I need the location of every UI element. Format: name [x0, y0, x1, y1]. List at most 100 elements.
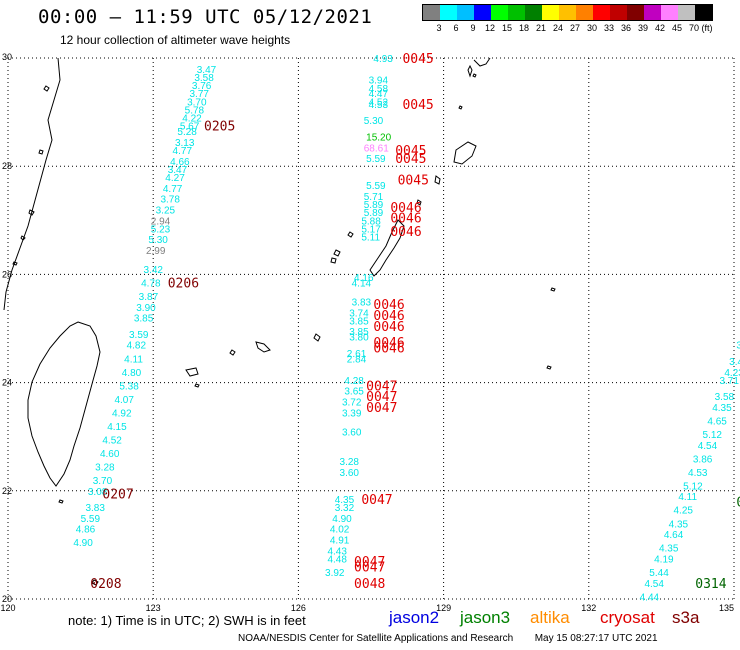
- wave-height-value: 4.77: [163, 184, 183, 195]
- pass-time-labels: 0045004500450045004500460046004600460046…: [90, 52, 740, 592]
- wave-height-value: 3.70: [93, 476, 113, 487]
- okinawa-coast: [369, 219, 405, 277]
- legend-swatch: [474, 5, 491, 20]
- wave-height-value: 4.25: [674, 506, 694, 517]
- lon-tick-label: 120: [0, 603, 15, 613]
- wave-height-value: 4.52: [369, 97, 389, 108]
- wave-height-value: 4.53: [688, 468, 708, 479]
- legend-swatch: [644, 5, 661, 20]
- wave-height-value: 4.53: [369, 100, 389, 111]
- wave-height-value: 4.90: [332, 514, 352, 525]
- wave-height-value: 4.35: [669, 519, 689, 530]
- legend-label: 15: [501, 23, 513, 33]
- wave-height-value: 4.35: [659, 544, 679, 555]
- wave-height-value: 3.49: [729, 357, 740, 368]
- wave-height-value: 5.59: [81, 514, 101, 525]
- pass-time-label: 0047: [361, 493, 392, 508]
- map-subtitle: 12 hour collection of altimeter wave hei…: [60, 33, 291, 47]
- wave-height-value: 5.38: [119, 381, 139, 392]
- legend-label: 70: [688, 23, 700, 33]
- pass-time-label: 0046: [373, 320, 404, 335]
- wave-height-value: 5.59: [366, 154, 386, 165]
- wave-height-value: 4.54: [644, 579, 664, 590]
- wave-height-value: 4.35: [335, 495, 355, 506]
- legend-swatch: [695, 5, 712, 20]
- wave-height-value: 5.30: [364, 116, 384, 127]
- legend-swatch: [423, 5, 440, 20]
- pass-time-label: 0207: [102, 488, 133, 503]
- wave-height-value: 5.23: [151, 224, 171, 235]
- wave-height-value: 3.72: [342, 398, 362, 409]
- ishigaki-island: [255, 341, 271, 353]
- wave-height-value: 5.89: [364, 200, 384, 211]
- wave-height-value: 4.35: [712, 403, 732, 414]
- lon-tick-label: 126: [291, 603, 306, 613]
- wave-height-value: 4.19: [654, 554, 674, 565]
- legend-swatch: [559, 5, 576, 20]
- wave-height-value: 4.16: [354, 273, 374, 284]
- wave-height-value: 5.12: [683, 481, 703, 492]
- wave-height-value: 3.25: [156, 205, 176, 216]
- wave-height-value: 4.02: [330, 525, 350, 536]
- wave-height-value: 5.71: [364, 192, 384, 203]
- wave-height-value: 4.93: [373, 54, 393, 65]
- satellite-cryosat: cryosat: [600, 608, 655, 627]
- wave-height-value: 5.12: [703, 430, 723, 441]
- legend-labels: 3 6 9 12 15 18 21 24 27 30 33 36 39 42 45 70 (ft): [422, 21, 713, 33]
- wave-height-value: 3.78: [160, 195, 180, 206]
- wave-height-value: 2.99: [146, 246, 166, 257]
- wave-height-value: 4.92: [112, 408, 132, 419]
- satellite-jason3: jason3: [460, 608, 511, 627]
- wave-height-value: 5.88: [361, 216, 381, 227]
- pass-time-label: 0045: [402, 52, 433, 67]
- wave-height-value: 4.66: [170, 157, 190, 168]
- wave-height-value: 3.94: [369, 76, 389, 87]
- wave-height-value: 4.80: [122, 368, 142, 379]
- wave-height-value: 3.65: [344, 387, 364, 398]
- map-title: 00:00 – 11:59 UTC 05/12/2021: [38, 6, 373, 28]
- credit-timestamp: May 15 08:27:17 UTC 2021: [534, 633, 658, 644]
- wave-height-value: 4.43: [327, 546, 347, 557]
- wave-height-value: 3.08: [88, 487, 108, 498]
- pass-time-label: 0047: [354, 555, 385, 570]
- legend-swatch: [525, 5, 542, 20]
- wave-height-values: 3.473.583.763.773.705.784.225.675.283.13…: [73, 54, 740, 603]
- tanegashima-island: [467, 64, 473, 78]
- wave-height-value: 3.60: [342, 427, 362, 438]
- wave-height-value: 3.90: [136, 303, 156, 314]
- wave-height-value: 4.47: [369, 89, 389, 100]
- pass-time-label: 0046: [373, 309, 404, 324]
- pass-time-label: 0046: [390, 201, 421, 216]
- graticule-grid: [7, 57, 735, 600]
- wave-height-value: 3.86: [693, 454, 713, 465]
- pass-time-label: 0046: [373, 336, 404, 351]
- legend-label: 12: [484, 23, 496, 33]
- legend-label: 27: [569, 23, 581, 33]
- lon-tick-label: 123: [146, 603, 161, 613]
- wave-height-value: 3.83: [352, 297, 372, 308]
- lat-tick-label: 30: [2, 52, 12, 62]
- wave-height-value: 5.30: [148, 235, 168, 246]
- wave-height-value: 4.60: [100, 449, 120, 460]
- pass-time-label: 0047: [366, 401, 397, 416]
- wave-height-value: 3.47: [197, 65, 217, 76]
- wave-height-value: 4.44: [640, 592, 660, 603]
- wave-height-value: 3.39: [342, 408, 362, 419]
- pass-time-label: 0048: [354, 577, 385, 592]
- wave-height-value: 15.20: [366, 132, 391, 143]
- wave-height-value: 4.52: [102, 435, 122, 446]
- iriomote-island: [229, 349, 236, 356]
- legend-label: 33: [603, 23, 615, 33]
- axis-ticks: 120 123 126 129 132 135 30 28 26 24 22 20: [0, 52, 734, 613]
- wave-height-value: 3.32: [335, 503, 355, 514]
- pass-time-label: 0047: [366, 390, 397, 405]
- wave-height-value: 3.59: [129, 330, 149, 341]
- lat-tick-label: 20: [2, 594, 12, 604]
- legend-swatch: [627, 5, 644, 20]
- wave-height-value: 3.70: [187, 97, 207, 108]
- pass-time-label: 0046: [390, 225, 421, 240]
- wave-height-value: 2.84: [347, 354, 367, 365]
- legend-color-bar: [422, 4, 713, 21]
- wave-height-value: 4.58: [369, 84, 389, 95]
